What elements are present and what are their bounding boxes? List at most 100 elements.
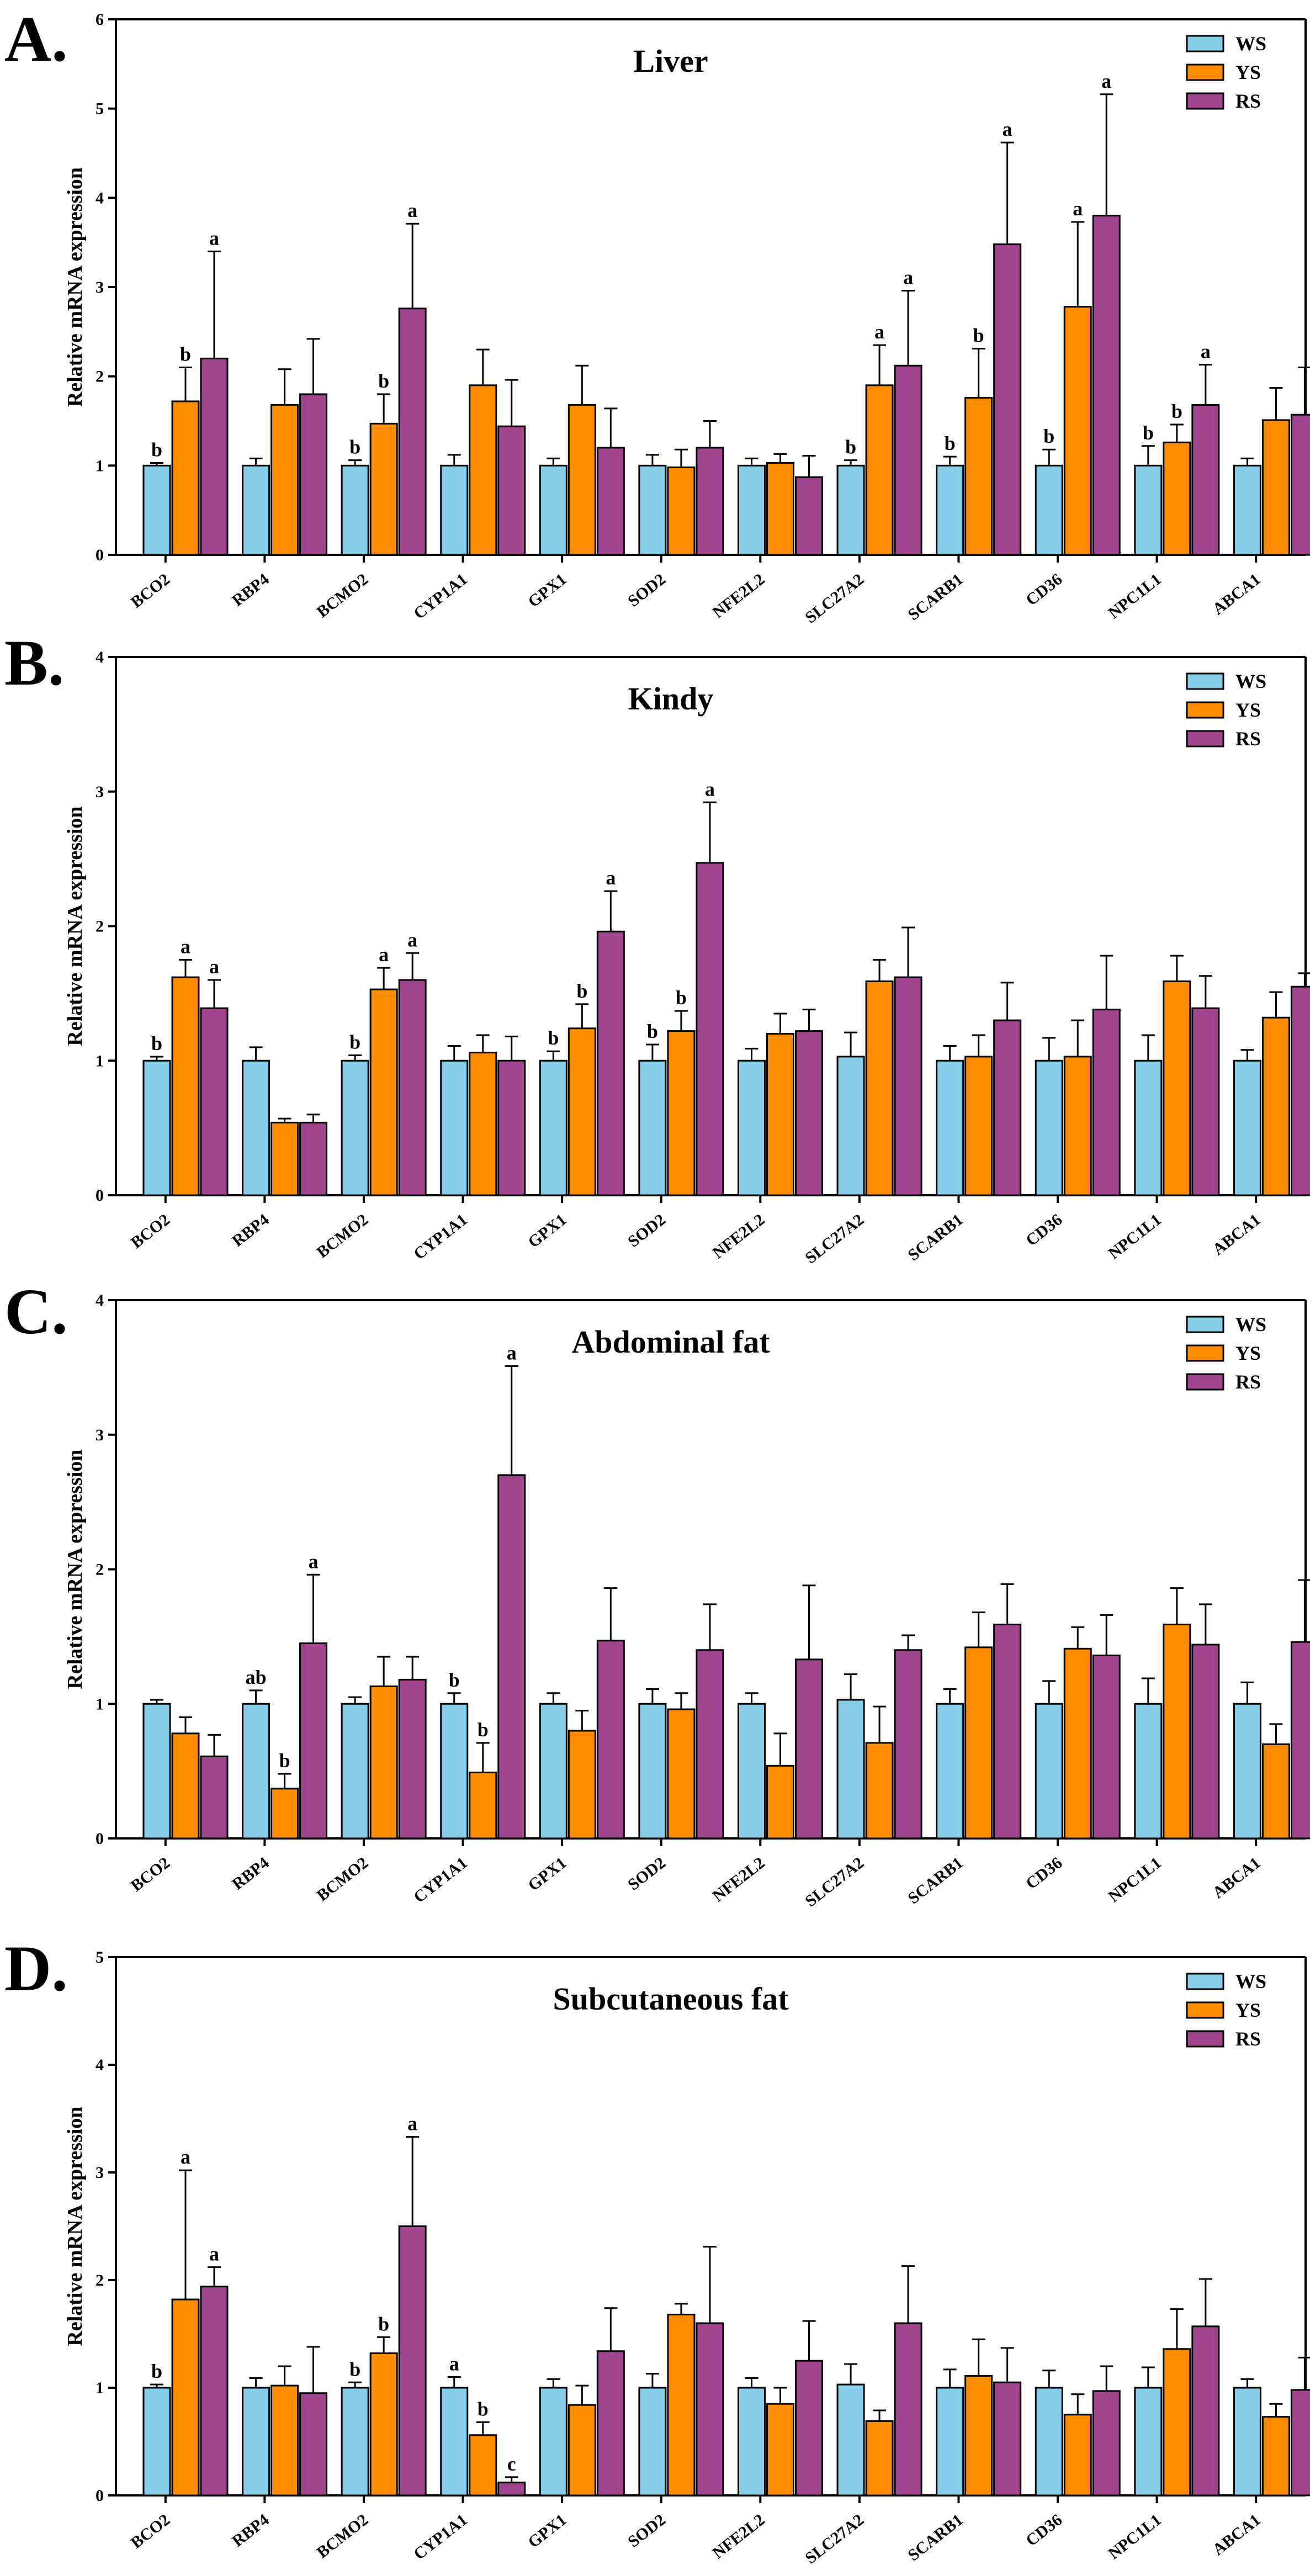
y-tick-label: 1 [96, 1052, 104, 1070]
bar-rs [894, 976, 922, 1196]
x-tick-label: NPC1L1 [1105, 1854, 1165, 1906]
legend-label: WS [1235, 1313, 1266, 1335]
x-tick-label: RBP4 [229, 1854, 272, 1894]
significance-label: b [180, 343, 191, 365]
legend-swatch [1186, 92, 1224, 110]
chart-panel-4: D. 0 1 2 3 4 5 Relative mRNA expression Subcutan… [4, 1932, 1310, 2567]
y-tick-label: 2 [96, 2271, 104, 2289]
bar-rs [299, 2392, 328, 2497]
bar-ys [369, 988, 398, 1196]
bar-ws [836, 1699, 865, 1840]
significance-label: a [1073, 198, 1083, 220]
legend-swatch [1186, 2030, 1224, 2048]
legend-label: RS [1235, 2028, 1261, 2050]
bar-ws [738, 464, 766, 556]
bar-ws [539, 2387, 568, 2497]
chart-title: Liver [633, 43, 708, 79]
bar-ys [667, 1030, 696, 1196]
significance-label: b [478, 2398, 489, 2420]
bar-ws [1134, 1703, 1163, 1840]
legend-label: YS [1235, 1999, 1261, 2021]
bar-ws [638, 2387, 667, 2497]
x-tick-label: CD36 [1022, 1211, 1065, 1250]
legend-swatch [1186, 672, 1224, 690]
significance-label: a [407, 199, 417, 221]
panel-label: B. [4, 627, 64, 699]
x-tick-label: BCMO2 [314, 570, 372, 622]
y-tick-label: 3 [96, 2164, 104, 2182]
y-tick-label: 5 [96, 1948, 104, 1967]
significance-label: a [407, 929, 417, 951]
significance-label: b [1143, 422, 1154, 444]
significance-label: a [181, 935, 190, 957]
y-tick-label: 6 [96, 10, 104, 29]
x-tick-label: CD36 [1022, 1854, 1065, 1893]
bar-ws [638, 1703, 667, 1840]
y-axis-title: Relative mRNA expression [63, 1449, 87, 1689]
bar-rs [497, 2482, 526, 2497]
bar-ys [766, 462, 794, 556]
x-tick-label: SCARB1 [904, 1211, 966, 1265]
significance-label: a [1201, 341, 1211, 363]
x-tick-label: SLC27A2 [802, 2511, 867, 2568]
significance-label: b [349, 2358, 360, 2380]
bar-ws [440, 464, 469, 556]
bar-rs [1092, 215, 1121, 556]
x-tick-label: ABCA1 [1209, 1211, 1264, 1259]
bar-rs [1290, 2389, 1310, 2497]
legend-label: YS [1235, 1342, 1261, 1364]
x-tick-label: BCMO2 [314, 1211, 372, 1262]
x-tick-label: SCARB1 [904, 570, 966, 624]
bar-rs [200, 2286, 229, 2497]
x-tick-label: SOD2 [624, 1854, 669, 1894]
significance-label: a [209, 956, 219, 978]
bar-ys [1261, 1016, 1290, 1196]
y-tick-label: 1 [96, 1695, 104, 1713]
x-tick-label: NPC1L1 [1105, 2511, 1165, 2563]
bar-rs [696, 862, 724, 1196]
bar-ws [638, 1059, 667, 1196]
x-tick-label: NFE2L2 [709, 1211, 768, 1263]
x-tick-label: CD36 [1022, 2511, 1065, 2550]
bar-ys [667, 2313, 696, 2497]
bar-ys [469, 384, 497, 556]
bar-rs [696, 1649, 724, 1840]
x-tick-label: SLC27A2 [802, 1854, 867, 1911]
significance-label: a [209, 227, 219, 249]
bar-rs [795, 2360, 823, 2497]
bar-rs [299, 1121, 328, 1196]
bar-ws [836, 464, 865, 556]
bar-ws [242, 2387, 271, 2497]
x-tick-label: BCMO2 [314, 1854, 372, 1905]
bar-ys [469, 1052, 497, 1196]
bar-ys [568, 1027, 596, 1196]
bar-rs [696, 2322, 724, 2497]
bar-ys [1063, 1056, 1092, 1196]
x-tick-label: ABCA1 [1209, 570, 1264, 619]
significance-label: a [209, 2243, 219, 2265]
significance-label: b [973, 325, 984, 347]
x-tick-label: BCO2 [128, 570, 173, 612]
bar-ws [836, 2383, 865, 2497]
bar-rs [1290, 985, 1310, 1196]
bar-ws [936, 464, 964, 556]
bar-rs [596, 447, 625, 556]
bar-ys [865, 980, 894, 1196]
bar-rs [993, 1623, 1022, 1840]
significance-label: a [407, 2113, 417, 2135]
y-tick-label: 2 [96, 368, 104, 386]
significance-label: a [507, 1342, 517, 1364]
bar-rs [795, 476, 823, 556]
bar-ws [142, 1059, 171, 1196]
x-tick-label: SLC27A2 [802, 570, 867, 627]
y-tick-label: 1 [96, 457, 104, 475]
bar-ws [1233, 2387, 1261, 2497]
bar-ws [539, 1703, 568, 1840]
significance-label: b [449, 1669, 460, 1691]
x-tick-label: CYP1A1 [410, 2511, 471, 2564]
bar-ys [964, 396, 993, 556]
bar-ws [936, 1703, 964, 1840]
chart-panel-3: C. 0 1 2 3 4 Relative mRNA expression Abdominal… [4, 1275, 1310, 1910]
bar-ws [638, 464, 667, 556]
